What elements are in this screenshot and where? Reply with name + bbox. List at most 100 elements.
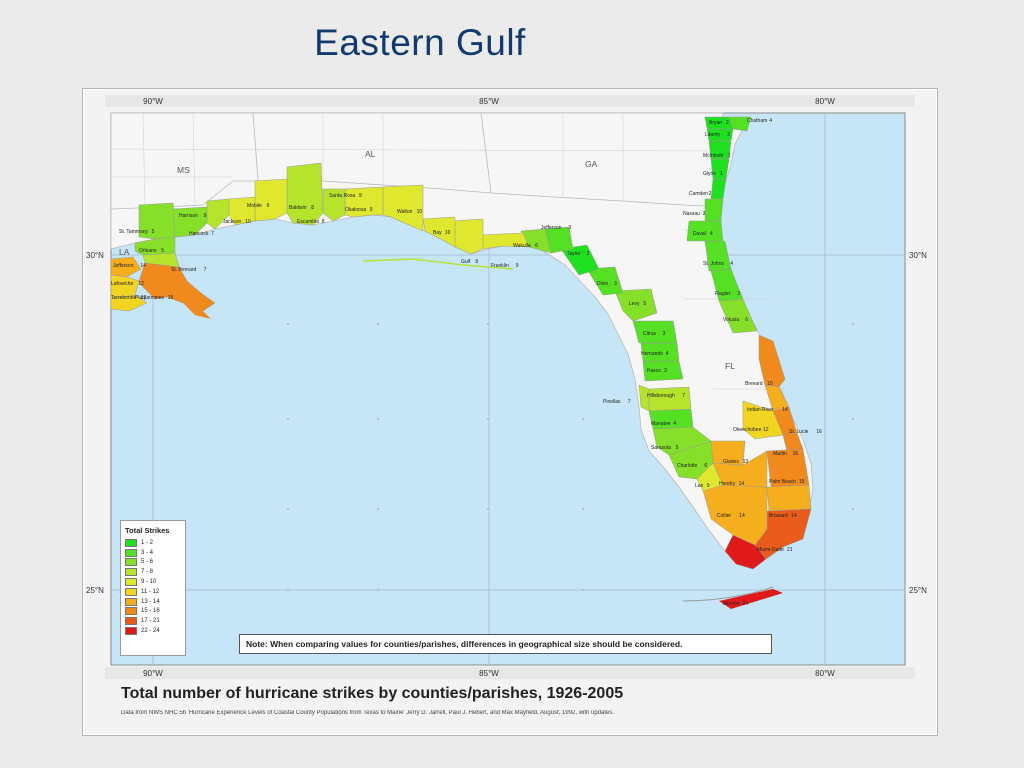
legend-swatch: [125, 568, 137, 577]
county-label: Baldwin: [289, 205, 307, 211]
graticule-labels: 90°W 85°W 80°W 90°W 85°W 80°W 30°N 30°N …: [86, 97, 927, 678]
county-label: Martin: [773, 451, 787, 457]
county-label: Lee: [695, 483, 704, 489]
county-strike-count: 3: [737, 291, 740, 297]
county-strike-count: 4: [710, 231, 713, 237]
county-label: Walton: [397, 209, 413, 215]
map-credit: Data from NWS NHC 5b 'Hurricane Experien…: [121, 710, 615, 716]
legend-swatch: [125, 558, 137, 567]
county-strike-count: 7: [204, 267, 207, 273]
county-label: Bay: [433, 230, 442, 236]
county-strike-count: 9: [516, 263, 519, 269]
lon-label-85w-top: 85°W: [479, 97, 499, 106]
county-values: 2 421123443615141612161514212414141396547…: [138, 118, 822, 607]
size-note: Note: When comparing values for counties…: [239, 634, 772, 654]
county-label: Liberty: [705, 132, 721, 138]
county-strike-count: 4: [730, 261, 733, 267]
legend-label: 9 - 10: [141, 579, 157, 586]
legend-swatch: [125, 617, 137, 626]
county-label: Flagler: [715, 291, 731, 297]
county-strike-count: 1: [728, 153, 731, 159]
county-label: Bryan: [709, 120, 722, 126]
slide-title: Eastern Gulf: [314, 22, 526, 63]
county-strike-count: 14: [739, 481, 745, 487]
legend-label: 5 - 6: [141, 559, 154, 566]
legend-item: 22 - 24: [125, 626, 181, 636]
lat-label-25n-right: 25°N: [909, 586, 927, 595]
county-label: Okeechobee: [733, 427, 762, 433]
county-label: Nassau: [683, 211, 700, 217]
county-label: Sarasota: [651, 445, 671, 451]
keys-and-islands: [362, 258, 774, 602]
state-label-la: LA: [119, 247, 130, 257]
map-caption: Total number of hurricane strikes by cou…: [121, 685, 624, 702]
county-strike-count: 3: [614, 281, 617, 287]
county-strike-count: 6: [704, 463, 707, 469]
county-label: Mobile: [247, 203, 262, 209]
lat-label-30n-right: 30°N: [909, 251, 927, 260]
county-label: Camden: [689, 191, 708, 197]
legend-item: 11 - 12: [125, 587, 181, 597]
legend-item: 9 - 10: [125, 577, 181, 587]
county-label: Wakulla: [513, 243, 531, 249]
county-strike-count: 15: [767, 381, 773, 387]
county-strike-count: 2: [587, 251, 590, 257]
county-label: Glades: [723, 459, 739, 465]
hurricane-strike-map: 90°W 85°W 80°W 90°W 85°W 80°W 30°N 30°N …: [86, 95, 927, 679]
county-label: Orleans: [139, 248, 157, 254]
county-label: Escambia: [297, 219, 319, 225]
county-label: Lafourche: [111, 281, 133, 287]
county-label: Terrebonne: [111, 295, 137, 301]
legend-swatch: [125, 607, 137, 616]
legend-item: 1 - 2: [125, 538, 181, 548]
legend-title: Total Strikes: [125, 526, 170, 535]
county-label: Taylor: [567, 251, 581, 257]
county-strike-count: 2: [727, 132, 730, 138]
county-strike-count: 9: [707, 483, 710, 489]
county-label: McIntosh: [703, 153, 724, 159]
county-label: Charlotte: [677, 463, 698, 469]
legend-item: 13 - 14: [125, 597, 181, 607]
county-strike-count: 5: [152, 229, 155, 235]
legend-label: 17 - 21: [141, 618, 160, 625]
county-label: Hendry: [719, 481, 736, 487]
legend-label: 3 - 4: [141, 549, 154, 556]
lon-label-80w-top: 80°W: [815, 97, 835, 106]
lon-label-90w-bottom: 90°W: [143, 669, 163, 678]
county-strike-count: 8: [475, 259, 478, 265]
county-label: Hernando: [641, 351, 663, 357]
county-strike-count: 14: [782, 407, 788, 413]
county-label: Indian River: [747, 407, 774, 413]
county-strike-count: 8: [311, 205, 314, 211]
county-strike-count: 3: [568, 225, 571, 231]
county-label: St. Bernard: [171, 267, 197, 273]
legend-item: 3 - 4: [125, 548, 181, 558]
bottom-tick-strip: [105, 667, 915, 679]
county-strike-count: 12: [763, 427, 769, 433]
county-strike-count: 3: [663, 331, 666, 337]
county-label: Chatham: [747, 118, 767, 124]
lon-label-80w-bottom: 80°W: [815, 669, 835, 678]
county-strike-count: 9: [267, 203, 270, 209]
county-label: Volusia: [723, 317, 739, 323]
legend-swatch: [125, 627, 137, 636]
legend-swatch: [125, 587, 137, 596]
county-label: Jefferson: [541, 225, 562, 231]
legend-rows: 1 - 2 3 - 4 5 - 6 7 - 8 9 - 10 11 - 12 13 - 14…: [125, 538, 181, 636]
county-label: St. Lucie: [789, 429, 809, 435]
lon-label-90w-top: 90°W: [143, 97, 163, 106]
southeast-counties: [696, 334, 812, 609]
county-strike-count: 2: [709, 191, 712, 197]
county-label: Brevard: [745, 381, 763, 387]
lat-label-30n-left: 30°N: [86, 251, 104, 260]
legend-label: 7 - 8: [141, 569, 154, 576]
county-strike-count: 16: [793, 451, 799, 457]
strike-legend: Total Strikes 1 - 2 3 - 4 5 - 6 7 - 8 9 - 10…: [120, 520, 186, 656]
county-label: Hancock: [189, 231, 209, 237]
county-strike-count: 7: [682, 393, 685, 399]
county-label: Gulf: [461, 259, 471, 265]
county-label: Dixie: [597, 281, 608, 287]
legend-item: 7 - 8: [125, 567, 181, 577]
county-label: Glynn: [703, 171, 716, 177]
county-strike-count: 4: [769, 118, 772, 124]
